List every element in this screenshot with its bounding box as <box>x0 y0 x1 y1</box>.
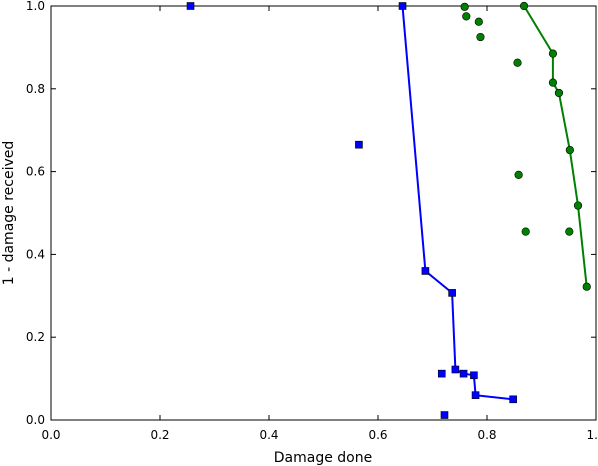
x-tick-label: 1.0 <box>586 428 598 442</box>
plot-frame <box>50 5 597 421</box>
series-2-point <box>565 227 574 236</box>
x-tick-label: 0.6 <box>368 428 387 442</box>
series-1-point <box>355 140 363 149</box>
y-tick-label: 0.0 <box>26 413 45 427</box>
y-tick-label: 0.6 <box>26 165 45 179</box>
series-2-point <box>548 49 558 58</box>
series-2-point <box>573 201 583 210</box>
series-1-point <box>471 391 480 399</box>
series-1-frontier-line <box>401 5 514 401</box>
series-1-point <box>459 369 468 378</box>
series-2-point <box>462 12 471 21</box>
y-axis-label: 1 - damage received <box>1 141 17 286</box>
y-tick-label: 0.8 <box>26 82 45 96</box>
x-tick-label: 0.0 <box>41 428 60 442</box>
series-2-point <box>548 78 558 87</box>
series-2-point <box>474 17 483 26</box>
series-2-point <box>582 282 591 291</box>
x-tick-label: 0.2 <box>150 428 169 442</box>
series-1-point <box>451 365 460 374</box>
series-2-point <box>521 227 530 236</box>
series-2-point <box>519 1 529 11</box>
y-tick-label: 0.4 <box>26 247 45 261</box>
series-2-point <box>565 145 574 155</box>
series-1-point <box>398 2 407 10</box>
x-tick-label: 0.4 <box>259 428 278 442</box>
series-2-point <box>554 88 564 98</box>
series-1-point <box>440 411 449 419</box>
series-1-point <box>470 371 478 380</box>
y-tick-label: 1.0 <box>26 0 45 13</box>
series-1-point <box>509 395 517 404</box>
series-2-point <box>514 170 523 180</box>
series-1-point <box>186 2 195 10</box>
x-axis-label: Damage done <box>274 450 372 466</box>
series-1-point <box>448 289 456 297</box>
series-2-frontier-line <box>523 5 588 287</box>
series-1-point <box>421 267 430 275</box>
series-2-point <box>476 32 485 42</box>
series-1-point <box>437 369 446 378</box>
series-2-point <box>460 2 469 11</box>
series-2-point <box>513 58 522 67</box>
y-tick-label: 0.2 <box>26 330 45 344</box>
x-tick-label: 0.8 <box>477 428 496 442</box>
